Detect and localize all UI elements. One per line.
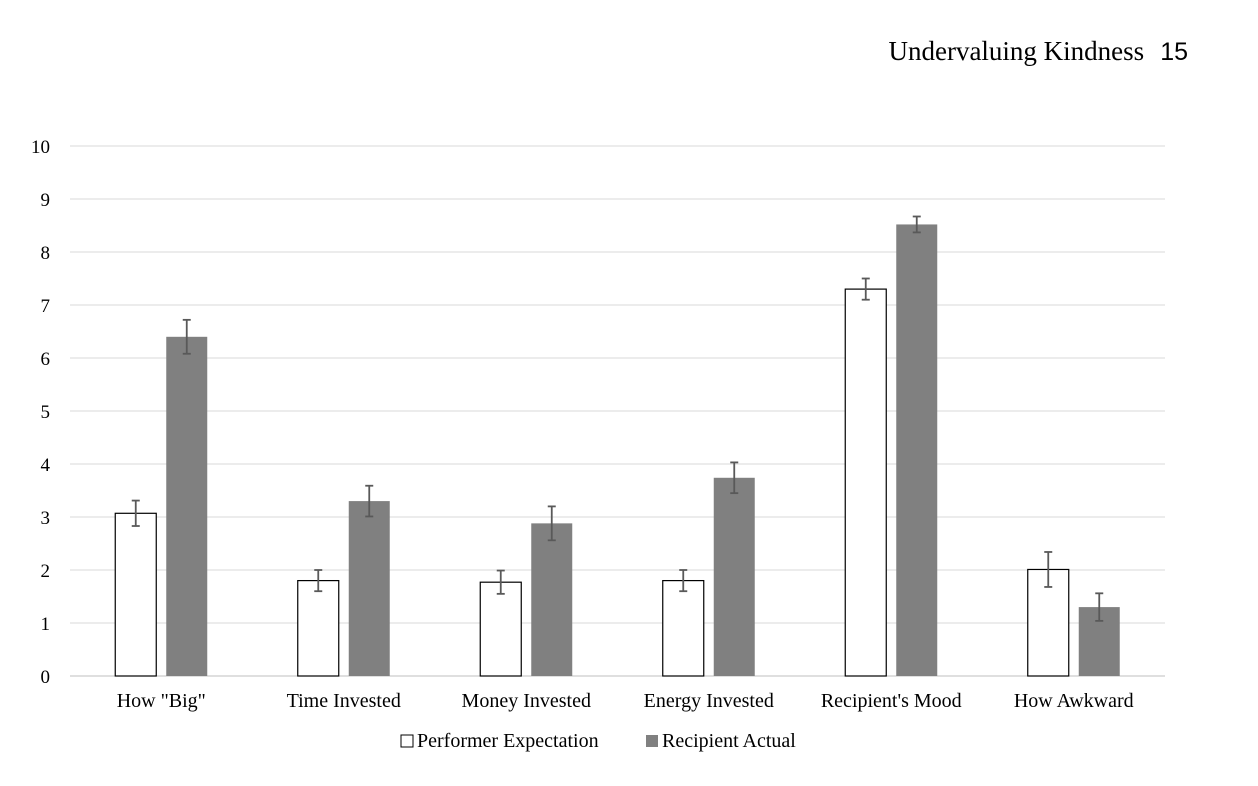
legend-label-performer-expectation: Performer Expectation bbox=[417, 730, 599, 752]
bar-performer-expectation-energy-invested bbox=[662, 579, 705, 677]
bar-recipient-actual-recipient-s-mood bbox=[896, 224, 938, 676]
error-bar-performer-expectation-money-invested bbox=[496, 569, 505, 595]
error-bar-recipient-actual-time-invested bbox=[365, 484, 374, 518]
x-category-label: Time Invested bbox=[287, 690, 401, 712]
error-bar-recipient-actual-how-awkward bbox=[1095, 592, 1104, 622]
bars bbox=[114, 224, 1120, 677]
x-axis-category-labels: How "Big" Time Invested Money Invested Ener… bbox=[117, 690, 1134, 712]
x-category-label: Money Invested bbox=[462, 690, 591, 712]
y-tick-label: 8 bbox=[41, 243, 51, 264]
y-tick-label: 0 bbox=[41, 667, 51, 688]
y-tick-label: 4 bbox=[41, 455, 51, 476]
legend-swatch-performer-expectation bbox=[400, 734, 414, 748]
error-bars bbox=[131, 215, 1104, 622]
y-tick-label: 3 bbox=[41, 508, 51, 529]
error-bar-performer-expectation-time-invested bbox=[314, 569, 323, 593]
y-tick-label: 6 bbox=[41, 349, 51, 370]
bar-performer-expectation-time-invested bbox=[297, 579, 340, 677]
error-bar-performer-expectation-how-awkward bbox=[1044, 551, 1053, 588]
y-tick-label: 7 bbox=[41, 296, 51, 317]
bar-performer-expectation-money-invested bbox=[479, 581, 522, 677]
error-bar-recipient-actual-money-invested bbox=[547, 505, 556, 542]
gridlines bbox=[70, 145, 1165, 677]
bar-recipient-actual-time-invested bbox=[348, 501, 390, 676]
page-header: Undervaluing Kindness 15 bbox=[888, 36, 1188, 67]
y-tick-label: 1 bbox=[41, 614, 51, 635]
error-bar-recipient-actual-how-big bbox=[182, 318, 191, 355]
x-category-label: How Awkward bbox=[1014, 690, 1134, 712]
bar-performer-expectation-how-big bbox=[114, 512, 157, 677]
y-tick-label: 2 bbox=[41, 561, 51, 582]
page-number: 15 bbox=[1160, 38, 1188, 66]
legend-swatch-recipient-actual bbox=[646, 735, 658, 747]
x-category-label: How "Big" bbox=[117, 690, 206, 712]
bar-recipient-actual-energy-invested bbox=[713, 477, 755, 676]
legend: Performer Expectation Recipient Actual bbox=[400, 730, 796, 752]
bar-performer-expectation-recipient-s-mood bbox=[844, 288, 887, 677]
y-tick-label: 5 bbox=[41, 402, 51, 423]
x-category-label: Energy Invested bbox=[644, 690, 774, 712]
error-bar-recipient-actual-energy-invested bbox=[730, 461, 739, 495]
error-bar-performer-expectation-how-big bbox=[131, 499, 140, 527]
y-axis-tick-labels: 0 1 2 3 4 5 6 7 8 9 10 bbox=[31, 137, 51, 688]
bar-recipient-actual-how-big bbox=[166, 336, 208, 676]
x-category-label: Recipient's Mood bbox=[821, 690, 962, 712]
error-bar-recipient-actual-recipient-s-mood bbox=[912, 215, 921, 234]
y-tick-label: 10 bbox=[31, 137, 50, 158]
error-bar-performer-expectation-energy-invested bbox=[679, 569, 688, 593]
legend-label-recipient-actual: Recipient Actual bbox=[662, 730, 796, 752]
running-title: Undervaluing Kindness bbox=[888, 36, 1145, 66]
bar-recipient-actual-money-invested bbox=[531, 523, 573, 676]
y-tick-label: 9 bbox=[41, 190, 51, 211]
error-bar-performer-expectation-recipient-s-mood bbox=[861, 277, 870, 301]
